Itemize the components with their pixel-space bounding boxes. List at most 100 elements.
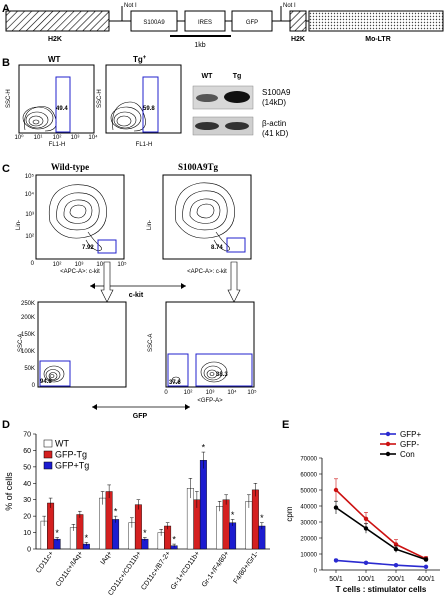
x-tick-label: 400/1 [417,576,435,583]
bar [222,499,230,550]
series-line [335,559,427,568]
y-tick: 10² [25,234,34,240]
blot-band-name: β-actin [262,119,286,128]
x-tick-label: CD11c+/B7-2+ [140,550,172,592]
plot-title-tg: Tg+ [133,55,147,64]
bar [134,504,142,550]
gate-box-c1 [97,239,117,254]
y-axis-label-c3: SSC-A [18,334,24,352]
data-point [333,505,339,510]
data-point [423,557,429,562]
x-tick-label: CD11c+/CD11b+ [107,550,143,597]
bar [229,522,237,550]
y-tick: 10³ [25,212,34,218]
bar [164,525,172,550]
y-axis-title: cpm [285,506,294,521]
significance-mark: * [143,528,147,538]
y-tick: 50K [24,366,35,372]
legend-marker [385,441,391,447]
significance-mark: * [231,510,235,520]
x-axis-label-c2: <APC-A>: c-kit [187,269,227,275]
x-tick: 10⁴ [227,389,237,396]
bar [76,514,84,550]
y-tick: 0 [32,383,36,389]
not1-site-label-2: Not I [283,3,296,9]
y-tick-label: 60 [23,448,31,455]
blot-band-size: (14kD) [262,98,286,107]
y-axis-title: % of cells [4,472,14,511]
bar [112,519,120,550]
gfp-block [231,10,273,32]
legend-swatch [43,439,53,448]
gate-box-c3 [39,360,71,387]
bar [199,460,207,550]
y-tick-label: 0 [314,569,318,575]
blot-band-s100a9-wt [196,94,218,102]
gfp-label: GFP [246,20,258,26]
y-tick: 150K [21,332,35,338]
y-tick-label: 20 [23,514,31,521]
x-tick-label: IAq+ [100,550,114,566]
y-tick-label: 40000 [300,505,317,511]
series-line [335,506,427,561]
bar [99,497,107,550]
blot-lane-wt: WT [202,73,214,80]
y-tick-label: 10000 [300,553,317,559]
significance-mark: * [260,513,264,523]
x-tick: 10⁵ [247,389,257,396]
arrows-c-top: c-kit [90,261,241,303]
gate-box-c5 [195,353,253,387]
not1-site-label: Not I [124,3,137,9]
legend-label: WT [55,439,69,449]
series-line [335,489,427,560]
s100a9-label: S100A9 [143,20,165,26]
ires-label: IRES [198,20,212,26]
x-tick-label: Gr-1+/F4/80+ [201,550,231,588]
y-tick: 10⁴ [25,191,35,198]
blot-band-size: (41 kD) [262,129,289,138]
arrow-label-gfp: GFP [133,413,148,420]
x-tick-label: 200/1 [387,576,405,583]
mo-ltr-block [308,10,444,32]
gate-box-tg [142,76,159,133]
legend-label: Con [400,450,415,459]
data-point [333,558,339,563]
x-tick: 0 [164,390,168,396]
bar [105,491,113,550]
flow-plot-b-tg: Tg+ 59.8 SSC-H FL1-H [97,55,182,148]
legend-label: GFP+ [400,430,421,439]
y-tick: 250K [21,301,35,307]
panel-a-label: A [2,3,10,15]
bar [47,502,55,550]
flow-plot-c-top-wt: 7.92 Lin- <APC-A>: c-kit 0 10² 10³ 10⁴ 1… [16,173,127,275]
x-tick-label: 100/1 [357,576,375,583]
data-point [363,560,369,565]
gate-value-tg: 59.8 [143,106,155,112]
y-tick-label: 10 [23,530,31,537]
y-axis-label-c2: Lin- [147,220,153,230]
y-tick-label: 30 [23,497,31,504]
panel-e-label: E [282,419,289,431]
h2k-promoter-block [5,10,110,32]
y-tick: 200K [21,315,35,321]
x-axis-title: T cells : stimulator cells [336,585,427,594]
legend-swatch [43,461,53,470]
y-tick-label: 50000 [300,489,317,495]
construct-map: S100A9 IRES GFP H2K H2K Mo-LTR Not I Not… [5,3,444,49]
y-tick-label: 0 [27,547,31,554]
significance-mark: * [114,507,118,517]
blot-lane-tg: Tg [233,73,242,80]
flow-plot-c-bottom-tg: 37.6 38.3 SSC-A <GFP-A> 0 10² 10³ 10⁴ 10… [148,301,257,404]
y-tick-label: 20000 [300,537,317,543]
y-axis-label-b2: SSC-H [97,89,103,108]
flow-plot-c-top-tg: 8.74 Lin- <APC-A>: c-kit [147,174,252,275]
y-tick: 10⁵ [25,173,35,180]
significance-mark: * [202,443,206,453]
gate-value-c2: 8.74 [211,245,223,251]
gate-box-c4 [167,353,189,387]
legend-swatch [43,450,53,459]
x-tick: 10⁴ [88,134,98,141]
bar [216,506,224,550]
